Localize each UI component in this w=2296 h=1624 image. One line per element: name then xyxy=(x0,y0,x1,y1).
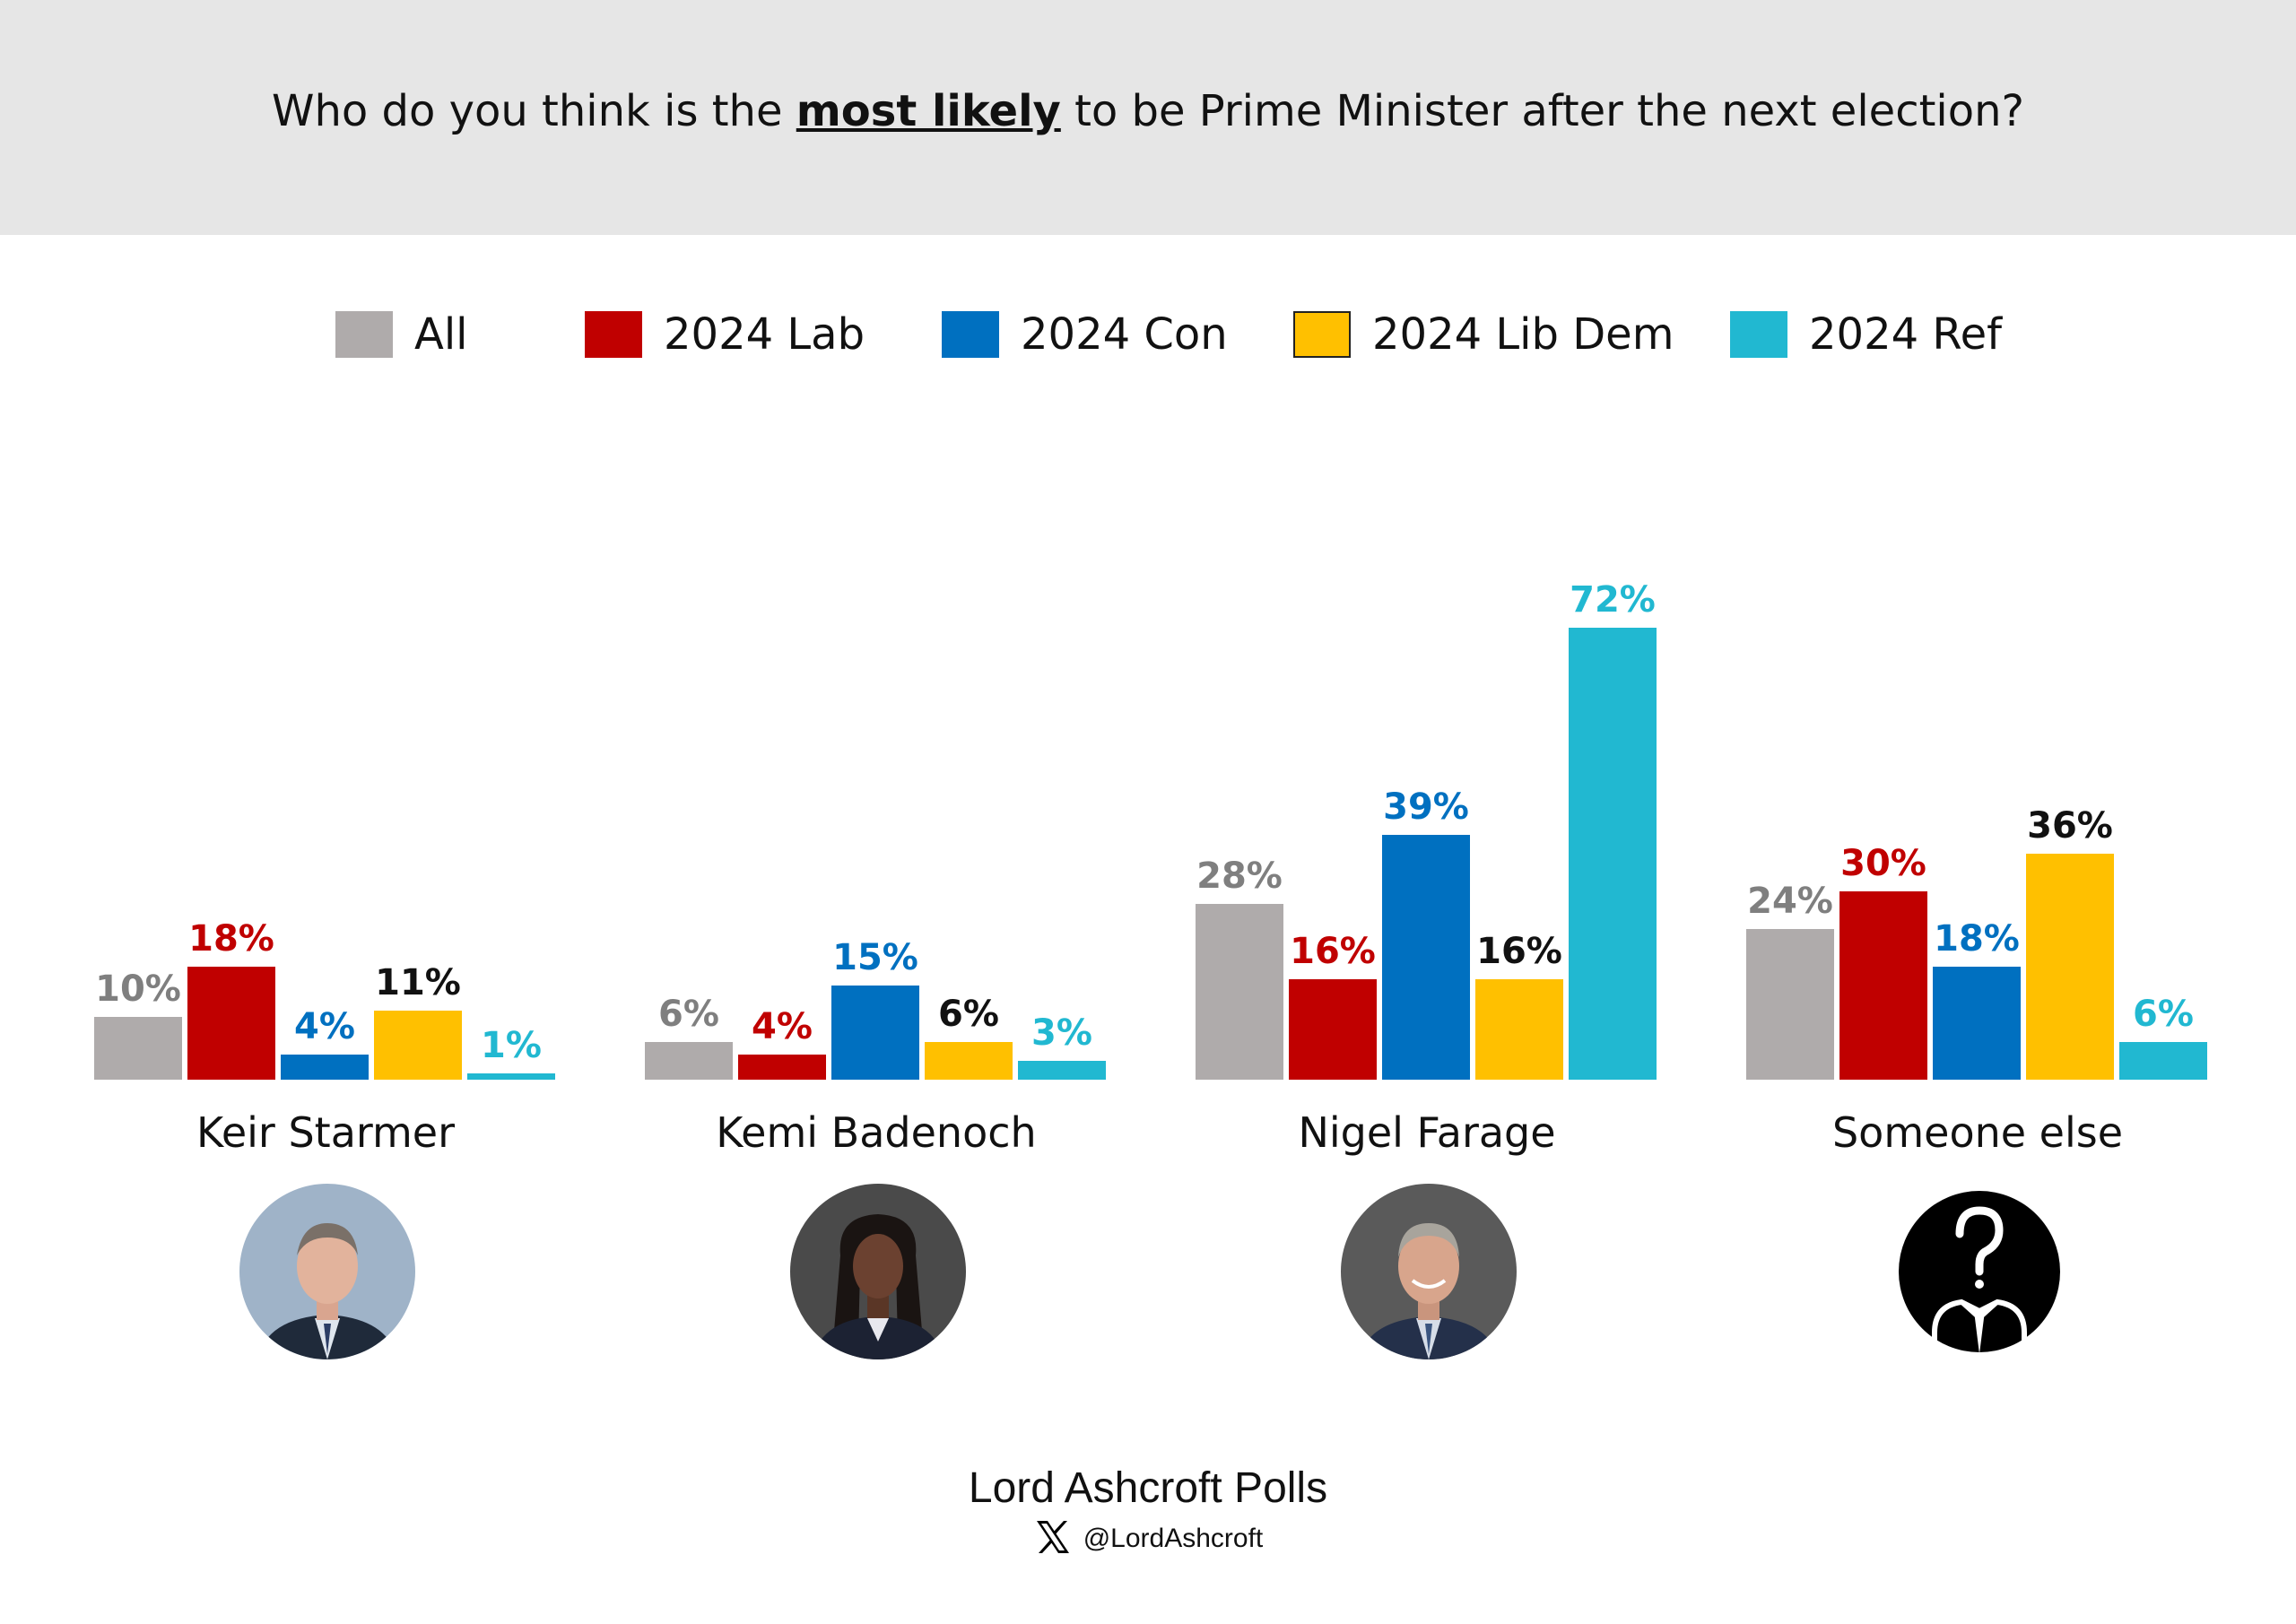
data-label-keir-starmer-2024-ref: 1% xyxy=(481,1025,542,1066)
keir-starmer-portrait xyxy=(239,1184,415,1359)
social-handle-row: @LordAshcroft xyxy=(0,1517,2296,1562)
brand-name: Lord Ashcroft Polls xyxy=(968,1464,1328,1512)
legend-label-2024-lab: 2024 Lab xyxy=(664,309,865,360)
bar-kemi-badenoch-2024-lib-dem xyxy=(925,1042,1013,1080)
bar-keir-starmer-2024-lab xyxy=(187,967,275,1080)
data-label-kemi-badenoch-2024-lab: 4% xyxy=(752,1006,813,1047)
legend-label-all: All xyxy=(414,309,468,360)
candidate-name-kemi-badenoch: Kemi Badenoch xyxy=(716,1108,1037,1157)
chart-question: Who do you think is the most likely to b… xyxy=(0,86,2296,136)
data-label-nigel-farage-2024-lib-dem: 16% xyxy=(1476,931,1562,972)
nigel-farage-portrait xyxy=(1341,1184,1517,1359)
data-label-kemi-badenoch-all: 6% xyxy=(658,994,719,1035)
bar-nigel-farage-2024-ref xyxy=(1569,628,1657,1080)
data-label-someone-else-2024-ref: 6% xyxy=(2133,994,2194,1035)
legend-label-2024-con: 2024 Con xyxy=(1021,309,1228,360)
question-person-icon xyxy=(1892,1184,2067,1359)
bar-nigel-farage-2024-con xyxy=(1382,835,1470,1080)
data-label-someone-else-2024-lab: 30% xyxy=(1840,843,1926,884)
legend-swatch-2024-lib-dem xyxy=(1293,311,1351,358)
data-label-someone-else-2024-lib-dem: 36% xyxy=(2027,805,2113,847)
bar-kemi-badenoch-2024-con xyxy=(831,986,919,1080)
data-label-kemi-badenoch-2024-ref: 3% xyxy=(1031,1012,1092,1054)
data-label-keir-starmer-2024-con: 4% xyxy=(294,1006,355,1047)
data-label-keir-starmer-2024-lab: 18% xyxy=(188,918,274,960)
data-label-keir-starmer-2024-lib-dem: 11% xyxy=(375,962,461,1003)
bar-nigel-farage-all xyxy=(1196,904,1283,1080)
bar-someone-else-2024-lab xyxy=(1839,891,1927,1080)
legend-swatch-all xyxy=(335,311,393,358)
candidate-name-keir-starmer: Keir Starmer xyxy=(196,1108,456,1157)
chart-legend: All 2024 Lab 2024 Con 2024 Lib Dem 2024 … xyxy=(0,303,2296,366)
legend-swatch-2024-con xyxy=(942,311,999,358)
bar-keir-starmer-all xyxy=(94,1017,182,1080)
legend-label-2024-lib-dem: 2024 Lib Dem xyxy=(1372,309,1674,360)
question-text-after: to be Prime Minister after the next elec… xyxy=(1060,86,2024,136)
kemi-badenoch-portrait xyxy=(790,1184,966,1359)
question-text-before: Who do you think is the xyxy=(272,86,796,136)
data-label-kemi-badenoch-2024-lib-dem: 6% xyxy=(938,994,999,1035)
bar-keir-starmer-2024-lib-dem xyxy=(374,1011,462,1080)
x-logo-icon xyxy=(1033,1517,1073,1560)
data-label-nigel-farage-2024-lab: 16% xyxy=(1290,931,1376,972)
bar-keir-starmer-2024-ref xyxy=(467,1073,555,1080)
bar-someone-else-2024-con xyxy=(1933,967,2021,1080)
bar-kemi-badenoch-2024-lab xyxy=(738,1055,826,1080)
legend-swatch-2024-lab xyxy=(585,311,642,358)
data-label-someone-else-all: 24% xyxy=(1747,881,1833,922)
data-label-nigel-farage-all: 28% xyxy=(1196,855,1283,897)
social-handle: @LordAshcroft xyxy=(1083,1524,1264,1553)
data-label-kemi-badenoch-2024-con: 15% xyxy=(832,937,918,978)
candidate-name-nigel-farage: Nigel Farage xyxy=(1298,1108,1556,1157)
bar-nigel-farage-2024-lib-dem xyxy=(1475,979,1563,1080)
header-band: Who do you think is the most likely to b… xyxy=(0,0,2296,235)
bar-keir-starmer-2024-con xyxy=(281,1055,369,1080)
data-label-keir-starmer-all: 10% xyxy=(95,968,181,1010)
question-emphasis: most likely xyxy=(796,86,1061,136)
data-label-someone-else-2024-con: 18% xyxy=(1934,918,2020,960)
data-label-nigel-farage-2024-con: 39% xyxy=(1383,786,1469,828)
bar-nigel-farage-2024-lab xyxy=(1289,979,1377,1080)
bar-someone-else-all xyxy=(1746,929,1834,1080)
bar-someone-else-2024-ref xyxy=(2119,1042,2207,1080)
bar-kemi-badenoch-all xyxy=(645,1042,733,1080)
legend-swatch-2024-ref xyxy=(1730,311,1787,358)
bar-kemi-badenoch-2024-ref xyxy=(1018,1061,1106,1080)
bar-someone-else-2024-lib-dem xyxy=(2026,854,2114,1080)
candidate-name-someone-else: Someone else xyxy=(1831,1108,2124,1157)
legend-label-2024-ref: 2024 Ref xyxy=(1809,309,2003,360)
data-label-nigel-farage-2024-ref: 72% xyxy=(1570,579,1656,621)
